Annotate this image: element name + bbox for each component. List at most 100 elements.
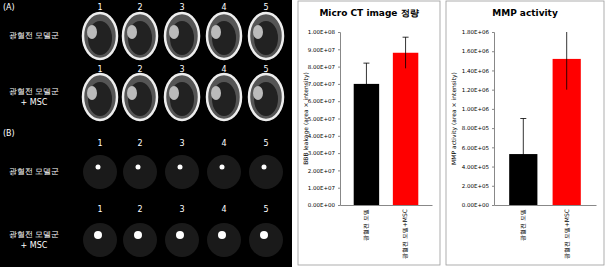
brain	[88, 21, 112, 55]
tick-label: 1.00E+07	[308, 185, 336, 191]
chart-frame	[298, 1, 440, 265]
lesion	[211, 25, 221, 39]
x-axis: 광혈전 모델광혈전 모델+MSC	[495, 206, 597, 260]
tick-label: 4.00E+05	[462, 164, 490, 170]
tick: 1.60E+06	[462, 48, 494, 54]
chart: Micro CT image 정량0.00E+001.00E+072.00E+0…	[298, 1, 440, 265]
sample-number: 2	[137, 139, 142, 148]
skull	[249, 13, 283, 59]
brain	[254, 21, 278, 55]
lesion	[87, 86, 97, 100]
brain-outline	[207, 223, 241, 257]
axis-line	[341, 205, 433, 206]
error-cap	[363, 63, 369, 64]
skull	[249, 74, 283, 120]
row-label: 광혈전 모델군+ MSC	[9, 230, 60, 250]
tick-mark	[338, 119, 340, 120]
image-panel: (A)12345광혈전 모델군12345광혈전 모델군+ MSC(B)12345…	[0, 0, 292, 267]
signal	[96, 165, 101, 170]
tick: 광혈전 모델	[362, 209, 369, 241]
sample-number: 5	[263, 65, 268, 74]
tick: 0.00E+00	[308, 202, 340, 208]
error-bar	[403, 37, 409, 68]
skull	[123, 13, 157, 59]
error-bar	[564, 32, 570, 90]
fluorescence-image	[123, 155, 157, 189]
signal	[178, 165, 183, 170]
ct-image	[207, 13, 241, 59]
chart: MMP activity0.00E+002.00E+054.00E+056.00…	[446, 1, 604, 265]
brain-outline	[123, 155, 157, 189]
brain	[212, 21, 236, 55]
error-cap	[403, 37, 409, 38]
lesion	[87, 25, 97, 39]
error-bar	[520, 119, 526, 190]
skull	[165, 74, 199, 120]
tick-label: 0.00E+00	[308, 202, 336, 208]
tick-label: 5.00E+07	[308, 116, 336, 122]
fluorescence-image	[249, 155, 283, 189]
fluorescence-image	[83, 223, 117, 257]
lesion	[253, 86, 263, 100]
sample-number: 5	[263, 3, 268, 12]
panel-background	[0, 0, 292, 267]
brain-outline	[207, 155, 241, 189]
tick-mark	[338, 67, 340, 68]
fluorescence-image	[123, 223, 157, 257]
ct-image	[83, 13, 117, 59]
tick-label: 1.60E+06	[462, 48, 490, 54]
tick-mark	[338, 153, 340, 154]
plot-area	[354, 37, 419, 205]
skull	[207, 13, 241, 59]
sample-number: 3	[179, 3, 184, 12]
tick-label: 1.80E+06	[462, 29, 490, 35]
error-cap	[520, 118, 526, 119]
bar	[393, 53, 418, 205]
sample-number: 5	[263, 139, 268, 148]
tick-label: 6.00E+05	[462, 145, 490, 151]
sample-number: 3	[179, 205, 184, 214]
ct-image	[83, 74, 117, 120]
tick-label: 1.00E+08	[308, 29, 336, 35]
row-label-line: 광혈전 모델군	[9, 167, 60, 176]
tick: 1.20E+06	[462, 87, 494, 93]
chart-title: Micro CT image 정량	[319, 8, 418, 18]
tick-mark	[338, 188, 340, 189]
tick: 8.00E+07	[308, 64, 340, 70]
row-label-line: 광혈전 모델군	[9, 87, 60, 96]
tick: 광혈전 모델+MSC	[401, 209, 408, 259]
signal	[136, 165, 141, 170]
tick-mark	[492, 147, 494, 148]
tick: 6.00E+05	[462, 145, 494, 151]
ct-image	[123, 13, 157, 59]
tick-mark	[492, 32, 494, 33]
row-label: 광혈전 모델군	[9, 31, 60, 40]
sample-number: 3	[179, 139, 184, 148]
ct-image	[249, 13, 283, 59]
fluorescence-image	[207, 223, 241, 257]
ct-image	[249, 74, 283, 120]
skull	[165, 13, 199, 59]
tick-label: 7.00E+07	[308, 81, 336, 87]
brain	[128, 21, 152, 55]
tick-label: 1.40E+06	[462, 68, 490, 74]
error-stem	[405, 37, 406, 68]
skull	[83, 13, 117, 59]
brain	[88, 82, 112, 116]
tick-mark	[492, 186, 494, 187]
tick-label: 3.00E+07	[308, 150, 336, 156]
tick: 8.00E+05	[462, 125, 494, 131]
tick-mark	[338, 32, 340, 33]
tick-label: 2.00E+05	[462, 183, 490, 189]
tick: 광혈전 모델+MSC	[563, 209, 570, 259]
tick-mark	[492, 205, 494, 206]
error-stem	[366, 63, 367, 105]
tick-mark	[492, 167, 494, 168]
tick-label: 1.20E+06	[462, 87, 490, 93]
tick: 1.00E+07	[308, 185, 340, 191]
tick-mark	[492, 90, 494, 91]
signal	[94, 231, 102, 239]
sample-number: 3	[179, 65, 184, 74]
skull	[123, 74, 157, 120]
y-axis-title: MMP activity (area × intensity)	[450, 72, 458, 165]
